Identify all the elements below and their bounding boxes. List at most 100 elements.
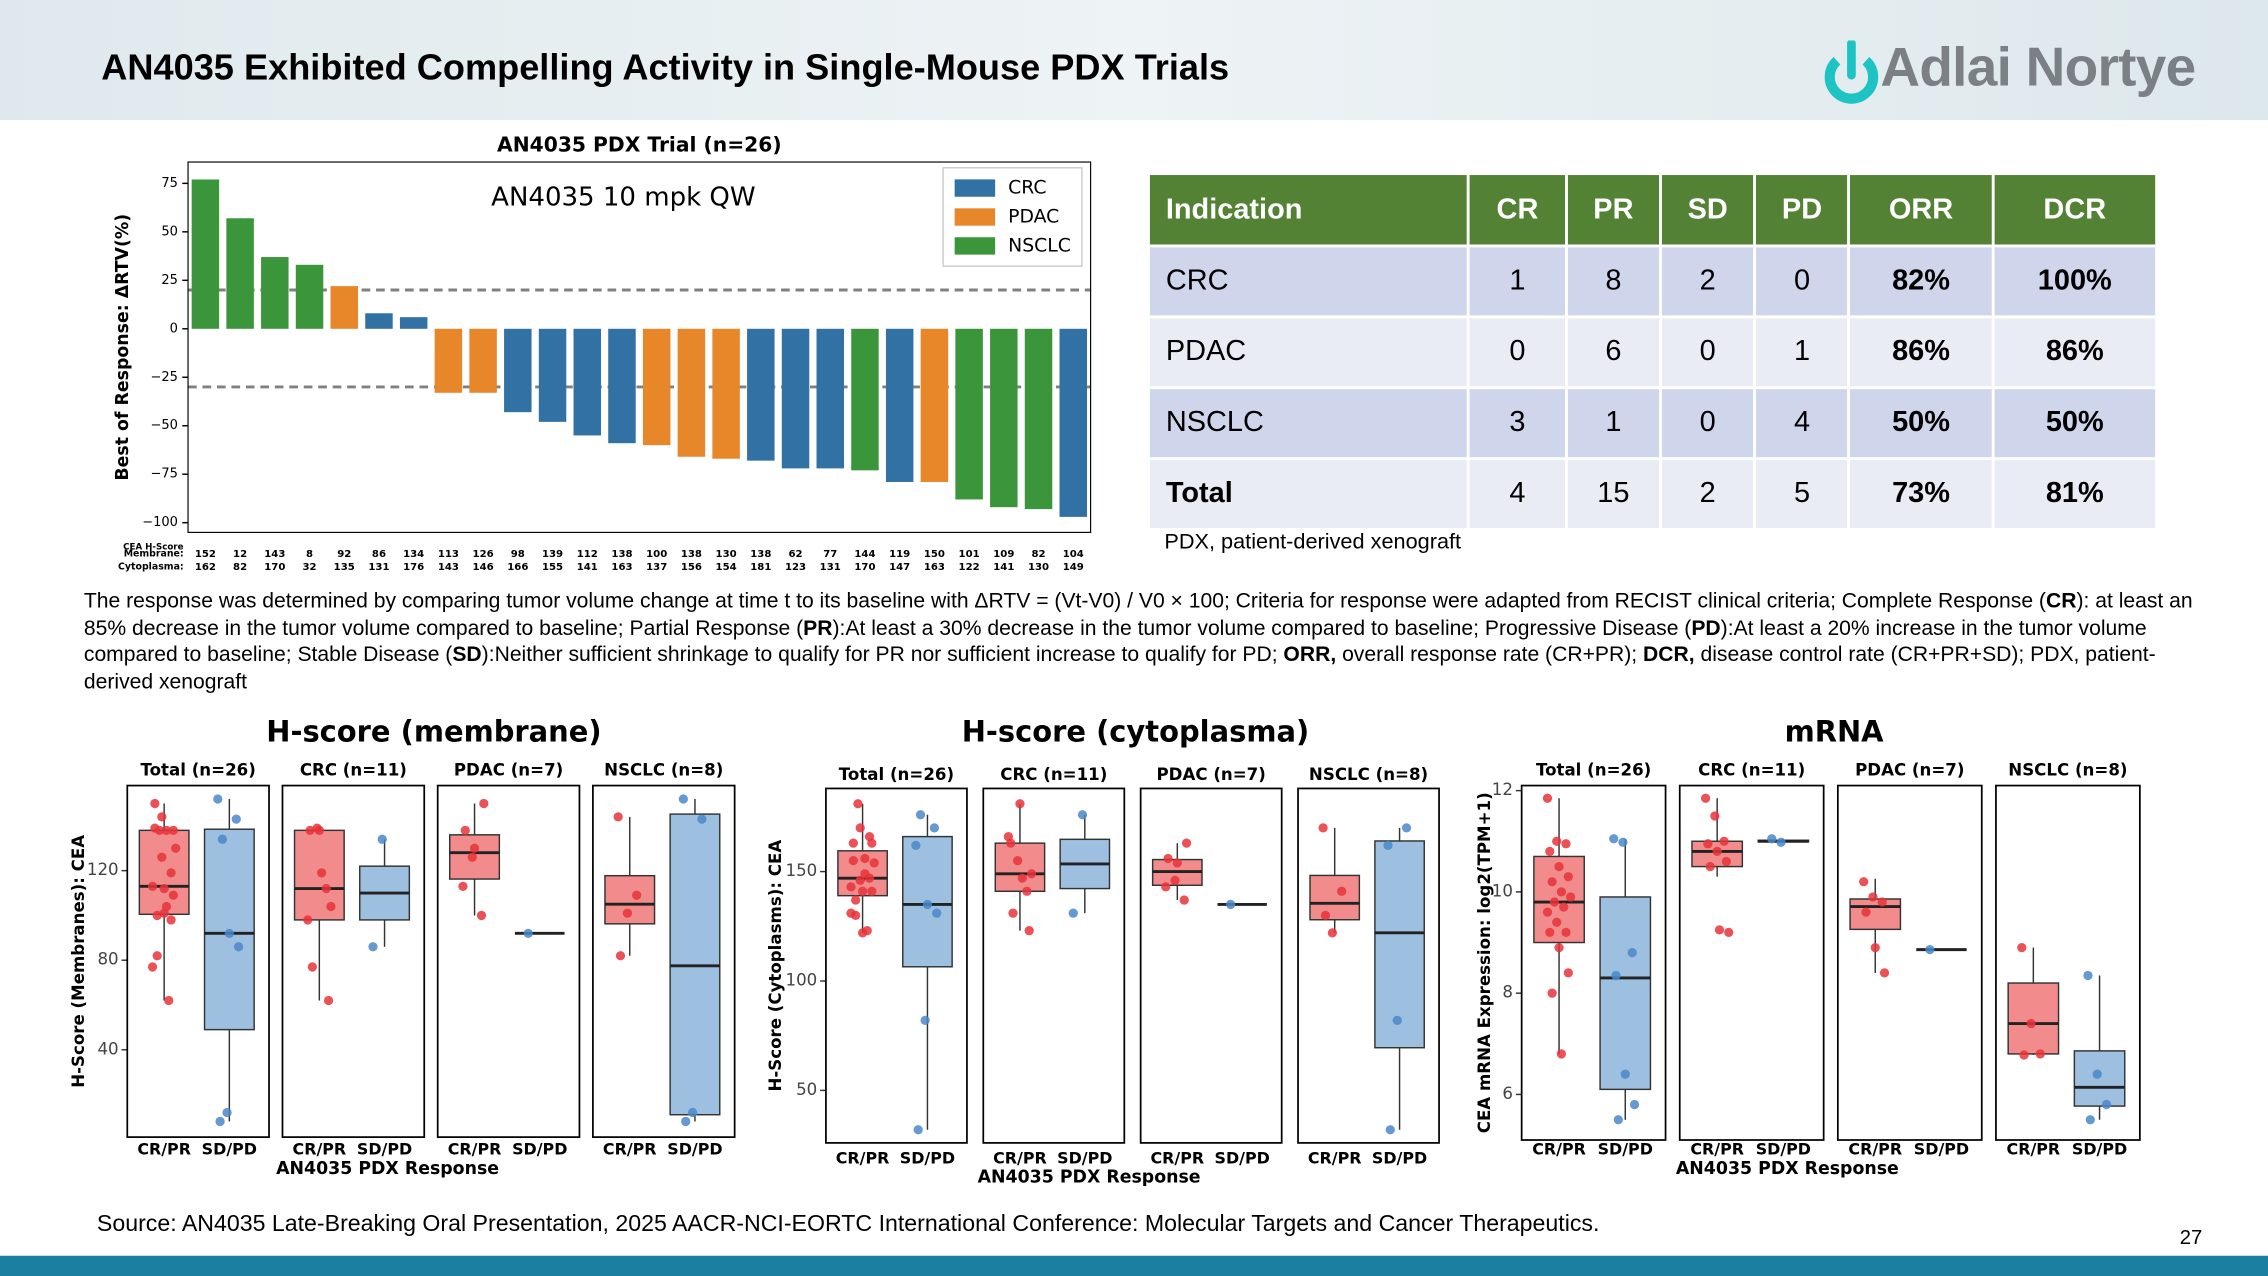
point bbox=[164, 995, 174, 1006]
facet-frame bbox=[1139, 787, 1283, 1144]
bar bbox=[608, 328, 636, 444]
x-tick-label: CR/PR bbox=[137, 1140, 191, 1159]
point bbox=[1006, 838, 1016, 848]
x-tick-label: CR/PR bbox=[836, 1148, 890, 1167]
h-score-row-label: Cytoplasma: bbox=[118, 562, 184, 573]
page-number: 27 bbox=[2179, 1225, 2203, 1249]
point bbox=[929, 823, 940, 833]
point bbox=[848, 856, 858, 866]
x-tick-label: CR/PR bbox=[603, 1140, 657, 1159]
facet-frame bbox=[982, 787, 1126, 1144]
table-row: Total 4 15 2 5 73% 81% bbox=[1149, 457, 2159, 529]
y-tick-label: −100 bbox=[142, 515, 178, 530]
point bbox=[1566, 892, 1576, 902]
legend-label: CRC bbox=[1008, 178, 1046, 199]
point bbox=[171, 843, 181, 853]
y-tick-label: 12 bbox=[1492, 780, 1513, 799]
y-tick-label: 75 bbox=[161, 176, 178, 191]
point bbox=[867, 886, 877, 896]
point bbox=[1563, 968, 1573, 978]
h-score-value: 147 bbox=[889, 562, 910, 573]
facet-title: Total (n=26) bbox=[839, 765, 954, 784]
bar bbox=[469, 328, 497, 393]
point bbox=[217, 834, 228, 844]
column-header: PR bbox=[1566, 175, 1662, 246]
annotation: AN4035 10 mpk QW bbox=[491, 183, 755, 213]
h-score-value: 123 bbox=[785, 562, 806, 573]
x-tick-label: SD/PD bbox=[1598, 1140, 1653, 1159]
point bbox=[1629, 1099, 1640, 1110]
point bbox=[213, 794, 223, 804]
h-score-value: 154 bbox=[716, 562, 737, 573]
box bbox=[1374, 840, 1425, 1049]
y-tick-label: −50 bbox=[150, 418, 177, 433]
footnote-text: overall response rate (CR+PR); bbox=[1336, 643, 1644, 667]
table-cell: 1 bbox=[1468, 244, 1568, 317]
column-header: ORR bbox=[1849, 175, 1995, 246]
h-score-value: 144 bbox=[854, 549, 875, 560]
point bbox=[1163, 853, 1173, 864]
x-tick-label: CR/PR bbox=[1690, 1140, 1744, 1159]
h-score-value: 163 bbox=[611, 562, 632, 573]
h-score-value: 141 bbox=[577, 562, 598, 573]
point bbox=[1721, 856, 1732, 867]
point bbox=[913, 1125, 923, 1135]
point bbox=[460, 825, 470, 835]
bar bbox=[990, 328, 1018, 508]
h-score-value: 8 bbox=[306, 549, 313, 560]
box bbox=[2007, 982, 2060, 1055]
table-note: PDX, patient-derived xenograft bbox=[1164, 529, 1462, 555]
point bbox=[1172, 858, 1182, 868]
point bbox=[2092, 1069, 2102, 1079]
table-cell: Total bbox=[1149, 457, 1471, 529]
table-cell: 15 bbox=[1566, 457, 1662, 529]
facet-title: Total (n=26) bbox=[141, 761, 256, 780]
point bbox=[869, 858, 879, 868]
y-tick-label: −25 bbox=[150, 370, 177, 385]
point bbox=[860, 869, 870, 879]
facet-frame bbox=[436, 784, 581, 1138]
point bbox=[1318, 823, 1328, 833]
source: Source: AN4035 Late-Breaking Oral Presen… bbox=[96, 1212, 1600, 1237]
footnote-bold: PD bbox=[1691, 617, 1721, 641]
point bbox=[1017, 873, 1027, 883]
point bbox=[853, 799, 863, 809]
point bbox=[233, 942, 244, 952]
bar bbox=[851, 328, 879, 471]
facet-frame bbox=[281, 784, 426, 1138]
bar bbox=[226, 218, 254, 329]
column-header: Indication bbox=[1149, 175, 1471, 246]
facet-title: CRC (n=11) bbox=[1698, 761, 1805, 780]
h-score-value: 139 bbox=[542, 549, 563, 560]
h-score-value: 163 bbox=[924, 562, 945, 573]
point bbox=[1022, 886, 1032, 896]
h-score-value: 134 bbox=[403, 549, 424, 560]
table-cell: PDAC bbox=[1149, 315, 1471, 388]
y-tick-label: 25 bbox=[161, 273, 178, 288]
table-cell: 100% bbox=[1992, 244, 2159, 317]
h-score-value: 162 bbox=[195, 562, 216, 573]
table-cell: 81% bbox=[1992, 457, 2159, 529]
point bbox=[523, 928, 533, 938]
point bbox=[321, 883, 331, 894]
x-tick-label: SD/PD bbox=[1756, 1140, 1811, 1159]
point bbox=[1554, 861, 1564, 872]
h-score-value: 101 bbox=[959, 549, 980, 560]
point bbox=[2101, 1099, 2112, 1110]
box bbox=[138, 829, 190, 916]
point bbox=[314, 825, 324, 835]
point bbox=[855, 875, 865, 885]
table-cell: 50% bbox=[1849, 386, 1995, 459]
point bbox=[1383, 840, 1393, 850]
footnote-bold: ORR, bbox=[1283, 643, 1337, 667]
y-tick-label: 120 bbox=[87, 860, 119, 879]
point bbox=[911, 840, 921, 850]
point bbox=[323, 995, 334, 1006]
point bbox=[697, 814, 707, 824]
x-tick-label: SD/PD bbox=[1057, 1148, 1112, 1167]
h-score-value: 143 bbox=[438, 562, 459, 573]
bar bbox=[295, 264, 324, 329]
h-score-value: 181 bbox=[750, 562, 771, 573]
table-cell: 4 bbox=[1754, 386, 1851, 459]
bar bbox=[920, 328, 949, 482]
